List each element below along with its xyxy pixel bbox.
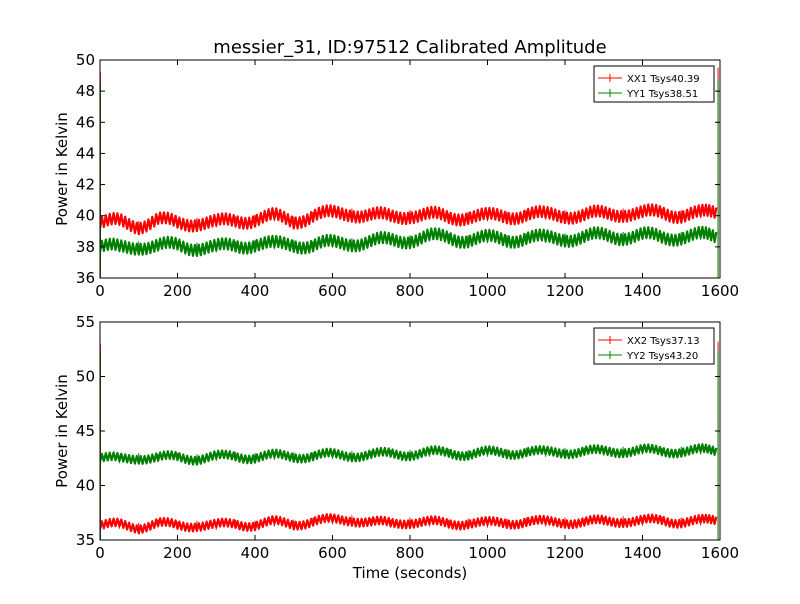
bottom-series-1 <box>100 350 719 540</box>
bottom-y-tick-label: 45 <box>76 422 95 440</box>
bottom-x-tick-label: 600 <box>318 544 347 562</box>
top-x-tick-label: 400 <box>241 282 270 300</box>
top-y-tick-label: 38 <box>76 238 95 256</box>
bottom-y-axis-label: Power in Kelvin <box>53 374 71 488</box>
top-y-axis-label: Power in Kelvin <box>53 112 71 226</box>
top-y-tick-label: 44 <box>76 144 95 162</box>
top-y-tick-label: 48 <box>76 82 95 100</box>
bottom-y-tick-label: 35 <box>76 531 95 549</box>
top-x-tick-label: 200 <box>163 282 192 300</box>
bottom-x-tick-label: 1400 <box>623 544 661 562</box>
bottom-ticks-layer: 0 200 400 600 800 1000 1200 1400 1600 35 40 45 50 55 <box>76 313 739 562</box>
chart-title: messier_31, ID:97512 Calibrated Amplitud… <box>213 37 606 58</box>
bottom-x-tick-label: 1600 <box>701 544 739 562</box>
bottom-x-tick-label: 400 <box>241 544 270 562</box>
bottom-legend-label: YY2 Tsys43.20 <box>626 351 698 362</box>
bottom-y-tick-label: 40 <box>76 477 95 495</box>
top-y-tick-label: 40 <box>76 207 95 225</box>
bottom-x-tick-label: 1200 <box>546 544 584 562</box>
bottom-legend: XX2 Tsys37.13 YY2 Tsys43.20 <box>593 327 715 365</box>
top-x-tick-label: 1400 <box>623 282 661 300</box>
bottom-y-tick-label: 55 <box>76 313 95 331</box>
bottom-y-tick-label: 50 <box>76 368 95 386</box>
bottom-series-0 <box>100 341 719 540</box>
bottom-x-tick-label: 200 <box>163 544 192 562</box>
bottom-series-clip <box>100 341 719 540</box>
bottom-series-layer <box>100 341 719 540</box>
top-y-tick-label: 36 <box>76 269 95 287</box>
x-axis-label: Time (seconds) <box>352 564 468 582</box>
top-ticks-layer: 0 200 400 600 800 1000 1200 1400 1600 36 38 40 42 44 4… <box>76 51 739 300</box>
bottom-legend-label: XX2 Tsys37.13 <box>627 336 700 347</box>
top-y-tick-label: 50 <box>76 51 95 69</box>
top-x-tick-label: 600 <box>318 282 347 300</box>
top-series-line <box>100 225 718 257</box>
bottom-panel: 0 200 400 600 800 1000 1200 1400 16003540455055 … <box>53 313 739 562</box>
bottom-series-line <box>100 443 718 466</box>
top-x-tick-label: 1600 <box>701 282 739 300</box>
bottom-series-line <box>100 513 718 535</box>
bottom-x-tick-label: 0 <box>95 544 105 562</box>
top-x-tick-label: 0 <box>95 282 105 300</box>
top-legend-label: YY1 Tsys38.51 <box>626 89 698 100</box>
top-series-line <box>100 203 718 236</box>
top-x-tick-label: 800 <box>396 282 425 300</box>
top-y-tick-label: 46 <box>76 113 95 131</box>
top-legend-box <box>593 65 715 103</box>
bottom-x-tick-label: 800 <box>396 544 425 562</box>
top-panel: 0 200 400 600 800 1000 1200 1400 1600 36 38 40 42 44 4… <box>53 51 739 300</box>
top-x-tick-label: 1200 <box>546 282 584 300</box>
top-legend-label: XX1 Tsys40.39 <box>627 74 700 85</box>
bottom-x-tick-label: 1000 <box>468 544 506 562</box>
top-x-tick-label: 1000 <box>468 282 506 300</box>
top-y-tick-label: 42 <box>76 176 95 194</box>
top-series-1 <box>100 80 719 278</box>
bottom-legend-box <box>593 327 715 365</box>
top-legend: XX1 Tsys40.39 YY1 Tsys38.51 <box>593 65 715 103</box>
